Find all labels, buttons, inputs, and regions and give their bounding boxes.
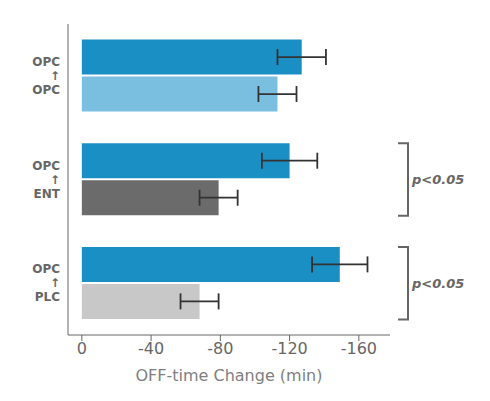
svg-text:-120: -120 — [271, 339, 307, 358]
svg-text:-160: -160 — [341, 339, 377, 358]
svg-text:OFF-time Change (min): OFF-time Change (min) — [135, 366, 322, 385]
svg-text:p<0.05: p<0.05 — [411, 276, 464, 291]
svg-text:-80: -80 — [207, 339, 233, 358]
svg-text:OPC↑ENT: OPC↑ENT — [32, 159, 61, 201]
svg-text:0: 0 — [77, 339, 87, 358]
svg-text:OPC↑PLC: OPC↑PLC — [32, 262, 60, 304]
svg-text:p<0.05: p<0.05 — [411, 172, 464, 187]
svg-text:OPC↑OPC: OPC↑OPC — [32, 55, 60, 97]
svg-text:-40: -40 — [138, 339, 164, 358]
